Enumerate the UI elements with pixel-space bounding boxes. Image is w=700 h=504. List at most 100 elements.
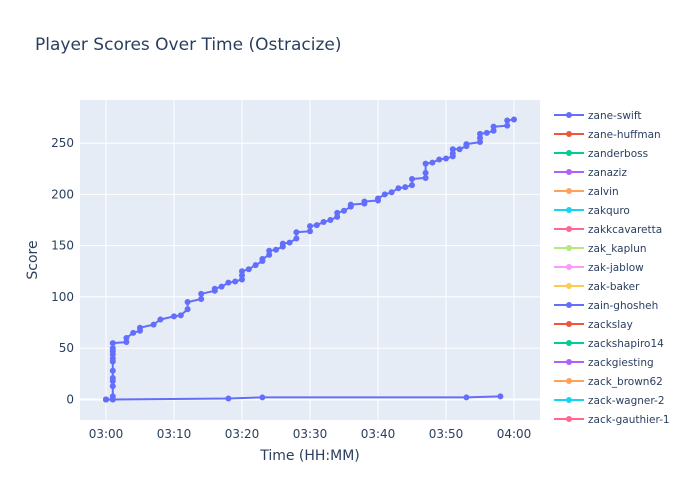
x-tick-label: 03:50 <box>429 427 464 441</box>
data-point <box>273 246 279 253</box>
legend-label: zane-huffman <box>588 129 661 141</box>
legend-item[interactable]: zak-baker <box>554 281 640 293</box>
data-point <box>266 247 273 254</box>
data-point <box>320 219 327 226</box>
legend-item[interactable]: zakkcavaretta <box>554 224 662 236</box>
legend-label: zalvin <box>588 186 619 198</box>
legend-swatch-marker <box>566 207 572 213</box>
data-point <box>347 201 354 208</box>
x-tick-label: 04:00 <box>497 427 532 441</box>
legend-item[interactable]: zalvin <box>554 186 619 198</box>
data-point <box>504 117 511 124</box>
legend-swatch-marker <box>566 302 572 308</box>
legend-item[interactable]: zackshapiro14 <box>554 338 664 350</box>
data-point <box>239 268 245 275</box>
legend-item[interactable]: zak-jablow <box>554 262 644 274</box>
legend-item[interactable]: zakquro <box>554 205 630 217</box>
data-point <box>252 262 259 269</box>
data-point <box>211 285 218 292</box>
data-point <box>388 189 395 196</box>
legend-item[interactable]: zack-gauthier-1 <box>554 414 670 426</box>
data-point <box>103 396 109 403</box>
legend-swatch-marker <box>566 169 572 175</box>
legend-label: zackslay <box>588 319 633 331</box>
legend-label: zane-swift <box>588 110 641 122</box>
data-point <box>259 394 266 401</box>
legend-label: zain-ghosheh <box>588 300 658 312</box>
data-point <box>157 316 164 323</box>
legend[interactable]: zane-swift zane-huffman zanderboss zanaziz z… <box>554 110 670 426</box>
data-point <box>150 321 157 328</box>
grid-lines <box>80 100 540 420</box>
legend-label: zack-wagner-2 <box>588 395 665 407</box>
data-point <box>259 255 266 262</box>
legend-swatch-marker <box>566 321 572 327</box>
data-point <box>327 217 334 223</box>
legend-item[interactable]: zak_kaplun <box>554 243 647 255</box>
data-point <box>490 127 497 134</box>
legend-swatch-marker <box>566 340 572 346</box>
data-point <box>109 367 116 374</box>
data-point <box>198 290 205 297</box>
data-point <box>477 134 483 141</box>
data-point <box>225 395 232 402</box>
data-point <box>361 198 368 205</box>
data-point <box>307 228 313 235</box>
x-tick-label: 03:10 <box>157 427 192 441</box>
data-point <box>477 139 483 146</box>
legend-label: zanderboss <box>588 148 648 160</box>
y-tick-label: 0 <box>66 392 74 406</box>
data-point <box>334 209 341 216</box>
data-point <box>463 141 470 148</box>
data-point <box>245 266 252 273</box>
legend-label: zak-baker <box>588 281 640 293</box>
data-point <box>225 279 232 286</box>
legend-item[interactable]: zane-huffman <box>554 129 661 141</box>
legend-swatch-marker <box>566 378 572 384</box>
data-point <box>313 222 320 229</box>
legend-item[interactable]: zackslay <box>554 319 633 331</box>
data-point <box>109 355 116 362</box>
data-point <box>490 123 497 130</box>
data-point <box>497 393 504 400</box>
data-point <box>177 312 184 319</box>
y-tick-label: 50 <box>59 341 74 355</box>
data-point <box>184 306 191 313</box>
data-point <box>511 116 517 123</box>
legend-item[interactable]: zack-wagner-2 <box>554 395 665 407</box>
legend-swatch-marker <box>566 416 572 422</box>
data-point <box>449 150 456 157</box>
data-point <box>381 191 388 198</box>
series-layer <box>103 116 517 403</box>
x-axis-label: Time (HH:MM) <box>259 448 360 464</box>
data-point <box>375 195 381 202</box>
chart-title: Player Scores Over Time (Ostracize) <box>35 35 342 55</box>
data-point <box>218 283 225 290</box>
data-point <box>334 213 341 220</box>
data-point <box>293 229 300 236</box>
legend-item[interactable]: zanaziz <box>554 167 627 179</box>
data-point <box>409 182 415 189</box>
legend-item[interactable]: zain-ghosheh <box>554 300 658 312</box>
data-point <box>109 374 116 381</box>
x-tick-label: 03:30 <box>293 427 328 441</box>
data-point <box>504 122 511 129</box>
legend-swatch-marker <box>566 264 572 270</box>
data-point <box>477 130 483 137</box>
legend-item[interactable]: zack_brown62 <box>554 376 663 388</box>
data-point <box>137 324 143 331</box>
data-point <box>184 299 191 306</box>
legend-label: zack-gauthier-1 <box>588 414 670 426</box>
data-point <box>409 175 415 182</box>
legend-item[interactable]: zane-swift <box>554 110 641 122</box>
legend-label: zakkcavaretta <box>588 224 662 236</box>
data-point <box>109 396 116 403</box>
legend-item[interactable]: zackgiesting <box>554 357 654 369</box>
legend-item[interactable]: zanderboss <box>554 148 648 160</box>
data-point <box>286 239 293 246</box>
data-point <box>422 169 429 176</box>
data-point <box>239 276 245 283</box>
axis-ticks: 0 50 100 150 200 250 03:00 03:10 03:20 03:30 03:40… <box>51 136 531 441</box>
